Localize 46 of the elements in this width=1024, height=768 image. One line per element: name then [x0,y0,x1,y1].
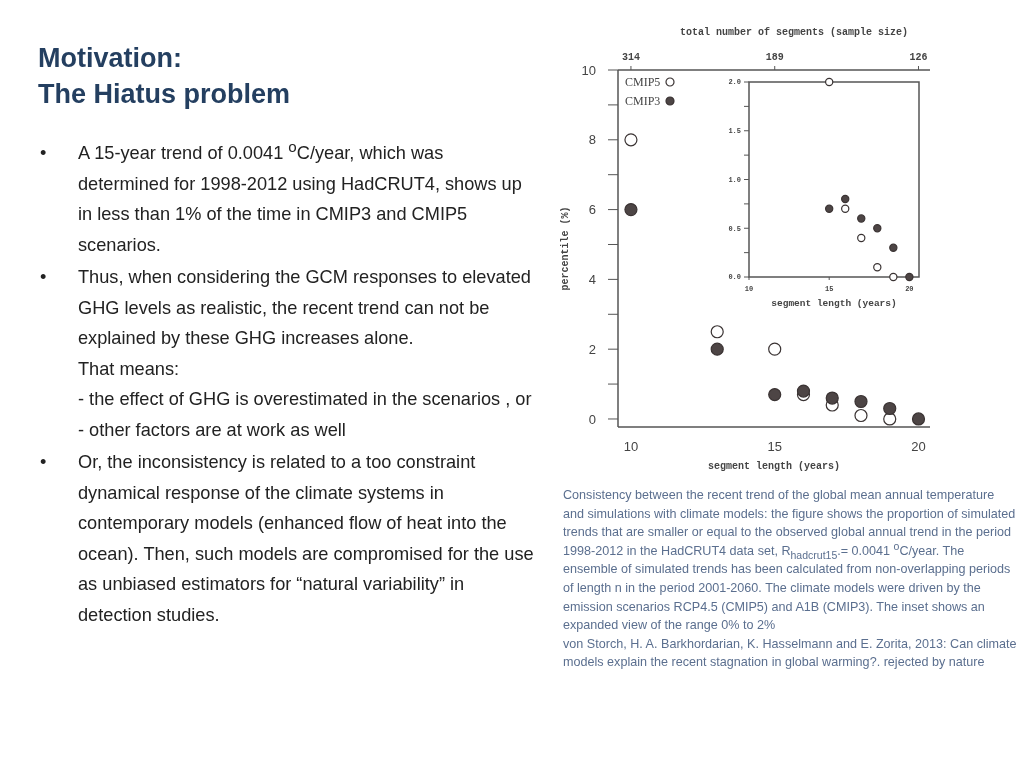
point [624,203,638,217]
point [824,204,834,213]
x-tick-label: 15 [767,439,782,454]
point [873,224,882,233]
text: 126 [909,52,928,63]
point [889,272,898,282]
y-tick-label: 10 [581,62,596,78]
point [824,77,834,87]
point [768,387,782,402]
point [854,394,868,409]
point [841,194,850,204]
x2-axis-title: total number of segments (sample size) [679,27,909,38]
y-tick-label: 2 [588,341,596,357]
x-tick-label: 20 [911,439,926,454]
point [873,263,882,272]
legend-label: CMIP5 [625,75,661,90]
point [796,384,811,398]
text: 314 [621,52,640,63]
point [889,243,898,252]
y-tick-label: 6 [588,202,596,218]
point [624,133,638,147]
point [857,214,866,223]
x-axis-title: segment length (years) [771,298,897,309]
point [710,342,724,356]
y-tick-label: 8 [588,132,596,148]
y-tick-label: 4 [588,271,596,287]
point [857,233,866,243]
point [841,204,850,213]
x-tick-label: 10 [623,439,639,454]
y-axis-title: percentile (%) [560,206,571,291]
text: • Or, the inconsistency is related to a too constraint dynamical response of the climate systems in contemporary models (enhanced flow of heat into the ocean). Then, such models are compromised for the use as unbiased estimators for “natural variability” in detection studies. [40,452,534,625]
x-axis-title: segment length (years) [707,461,841,472]
text: von Storch, H. A. Barkhordarian, K. Hasselmann and E. Zorita, 2013: Can climate models explain the recent stagnation in global warming?. rejected by nature [563,635,1018,672]
text: Motivation: The Hiatus problem [38,42,291,111]
text: • A 15-year trend of 0.0041 $^{o}$C/year, which was determined for 1998-2012 using HadCRUT4, shows up in less than 1% of the time in CMIP3 and CMIP5 scenarios. [40,137,522,255]
point [710,325,724,339]
point [883,401,897,416]
point [911,412,926,426]
legend-label: CMIP3 [625,94,661,109]
point [905,272,914,282]
point [768,342,782,356]
y-tick-label: 0 [588,411,596,427]
text: 189 [765,52,784,63]
point [825,391,839,405]
text: • Thus, when considering the GCM responses to elevated GHG levels as realistic, the recent trend can not be explained by these GHG increases alone. That means: - the effect of GHG is overestimated in the scenarios , or - other factors are at work as well [40,267,532,440]
point [854,408,868,423]
